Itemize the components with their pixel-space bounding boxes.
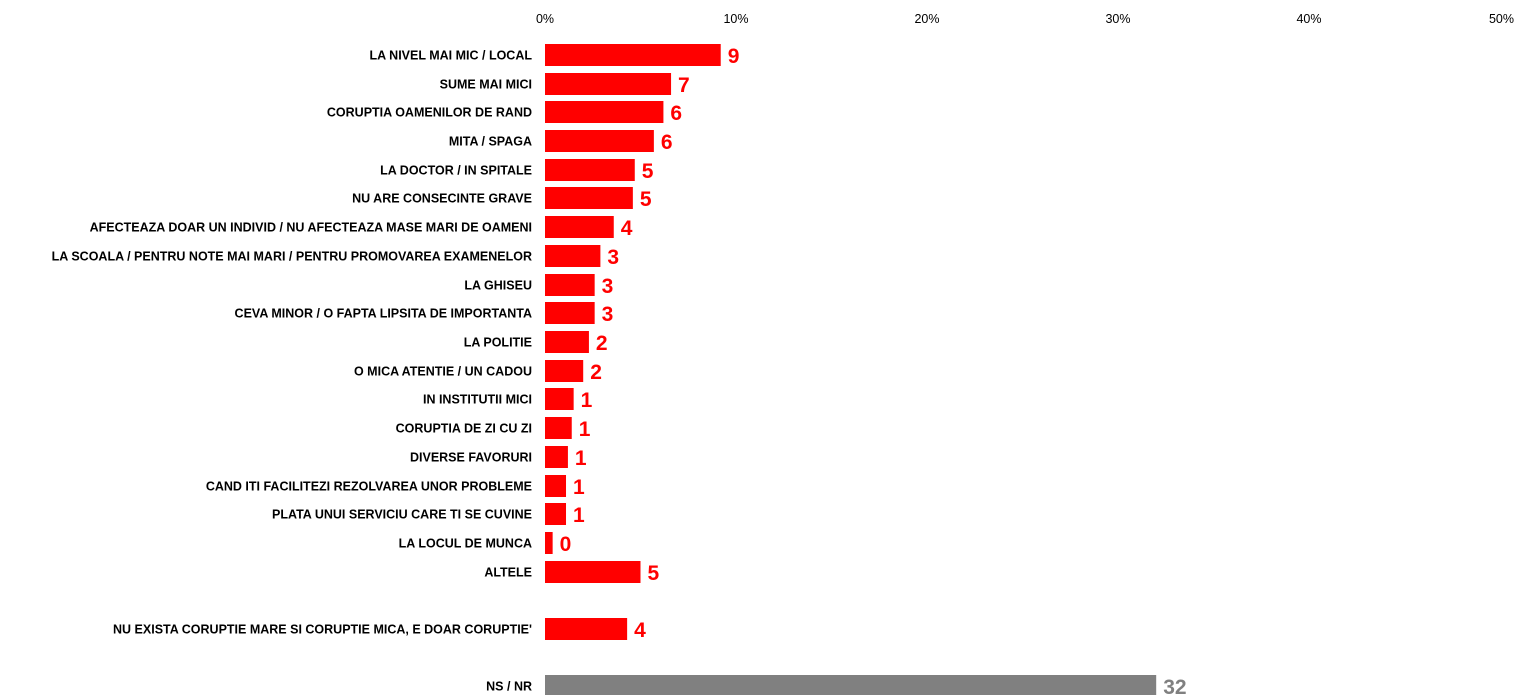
category-label: AFECTEAZA DOAR UN INDIVID / NU AFECTEAZA… (90, 221, 532, 235)
category-label: O MICA ATENTIE / UN CADOU (354, 365, 532, 379)
category-label: LA LOCUL DE MUNCA (399, 537, 532, 551)
category-label: NU ARE CONSECINTE GRAVE (352, 192, 532, 206)
category-label: ALTELE (484, 566, 532, 580)
category-label: CAND ITI FACILITEZI REZOLVAREA UNOR PROB… (206, 480, 532, 494)
bar (545, 618, 628, 640)
value-label: 1 (573, 504, 585, 527)
value-label: 2 (590, 361, 602, 384)
category-label: IN INSTITUTII MICI (423, 393, 532, 407)
bar (545, 331, 589, 353)
category-label: DIVERSE FAVORURI (410, 451, 532, 465)
bar (545, 187, 633, 209)
bar (545, 302, 595, 324)
x-tick-label: 50% (1489, 12, 1514, 26)
value-label: 1 (573, 476, 585, 499)
value-label: 2 (596, 332, 608, 355)
value-label: 9 (728, 45, 740, 68)
category-label: LA SCOALA / PENTRU NOTE MAI MARI / PENTR… (52, 250, 532, 264)
bar (545, 216, 614, 238)
bar (545, 274, 595, 296)
value-label: 6 (661, 131, 673, 154)
bar (545, 388, 574, 410)
category-label: NU EXISTA CORUPTIE MARE SI CORUPTIE MICA… (113, 623, 532, 637)
category-label: CORUPTIA OAMENILOR DE RAND (327, 106, 532, 120)
bar (545, 475, 567, 497)
category-label: MITA / SPAGA (449, 135, 532, 149)
category-label: SUME MAI MICI (440, 78, 532, 92)
category-label: CEVA MINOR / O FAPTA LIPSITA DE IMPORTAN… (235, 307, 532, 321)
bar (545, 446, 568, 468)
bar (545, 417, 572, 439)
value-label: 4 (634, 619, 646, 642)
category-label: LA NIVEL MAI MIC / LOCAL (370, 49, 533, 63)
bar (545, 675, 1157, 695)
x-tick-label: 40% (1296, 12, 1321, 26)
value-label: 4 (621, 217, 633, 240)
x-axis-ticks: 0% 10% 20% 30% 40% 50% (536, 12, 1514, 26)
category-label: CORUPTIA DE ZI CU ZI (396, 422, 532, 436)
x-tick-label: 20% (914, 12, 939, 26)
bar (545, 73, 672, 95)
value-label: 1 (575, 447, 587, 470)
value-label: 3 (602, 275, 614, 298)
bar (545, 503, 567, 525)
value-label: 5 (648, 562, 660, 585)
category-label: PLATA UNUI SERVICIU CARE TI SE CUVINE (272, 508, 532, 522)
value-label: 6 (670, 102, 682, 125)
bar (545, 101, 664, 123)
category-label: LA GHISEU (464, 279, 532, 293)
bar (545, 360, 584, 382)
category-label: LA POLITIE (464, 336, 532, 350)
bar (545, 44, 721, 66)
x-tick-label: 10% (723, 12, 748, 26)
bar (545, 130, 654, 152)
value-label: 1 (581, 389, 593, 412)
bar (545, 245, 601, 267)
category-label: LA DOCTOR / IN SPITALE (380, 164, 532, 178)
value-label: 32 (1163, 676, 1186, 695)
value-label: 3 (602, 303, 614, 326)
bar (545, 532, 553, 554)
bars: LA NIVEL MAI MIC / LOCAL 9 SUME MAI MICI 7 C… (52, 44, 1187, 695)
value-label: 1 (579, 418, 591, 441)
category-label: NS / NR (486, 680, 532, 694)
bar (545, 159, 635, 181)
bar (545, 561, 641, 583)
x-tick-label: 0% (536, 12, 554, 26)
value-label: 3 (607, 246, 619, 269)
value-label: 0 (560, 533, 572, 556)
value-label: 5 (642, 160, 654, 183)
x-tick-label: 30% (1105, 12, 1130, 26)
value-label: 7 (678, 74, 690, 97)
value-label: 5 (640, 188, 652, 211)
